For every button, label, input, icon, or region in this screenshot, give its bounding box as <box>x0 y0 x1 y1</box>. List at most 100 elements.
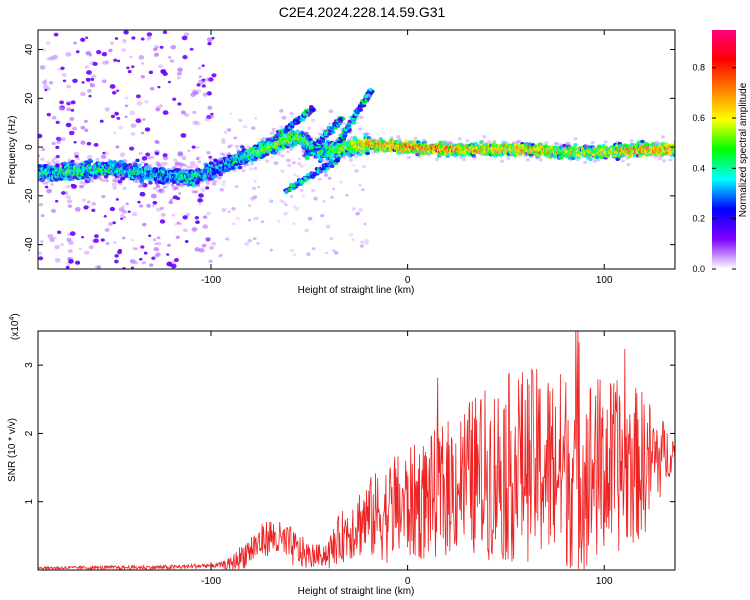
heatmap-cell <box>338 127 344 132</box>
heatmap-cell <box>189 161 196 166</box>
heatmap-cell <box>162 71 168 77</box>
heatmap-cell <box>311 247 316 251</box>
heatmap-cell <box>218 176 222 180</box>
heatmap-cell <box>148 165 153 169</box>
heatmap-cell <box>150 193 157 199</box>
heatmap-cell <box>219 253 223 257</box>
heatmap-cell <box>49 237 55 243</box>
heatmap-cell <box>80 184 85 189</box>
heatmap-cell <box>202 224 209 229</box>
heatmap-cell <box>109 84 116 89</box>
heatmap-cell <box>113 241 117 244</box>
heatmap-cell <box>254 117 258 120</box>
heatmap-cell <box>537 154 542 158</box>
heatmap-cell <box>122 39 127 43</box>
heatmap-cell <box>86 177 92 182</box>
heatmap-cell <box>71 184 78 189</box>
heatmap-cell <box>148 70 154 75</box>
heatmap-cell <box>152 200 158 205</box>
heatmap-cell <box>65 101 72 106</box>
heatmap-cell <box>238 118 243 122</box>
heatmap-cell <box>327 176 332 180</box>
heatmap-cell <box>169 59 175 63</box>
heatmap-cell <box>197 198 203 203</box>
heatmap-cell <box>81 198 86 202</box>
heatmap-cell <box>296 174 300 178</box>
heatmap-cell <box>253 166 258 170</box>
heatmap-cell <box>205 186 210 190</box>
heatmap-cell <box>398 139 403 143</box>
heatmap-cell <box>220 138 226 142</box>
heatmap-cell <box>226 127 232 132</box>
heatmap-cell <box>195 220 200 225</box>
heatmap-cell <box>131 36 136 40</box>
heatmap-cell <box>86 89 92 93</box>
heatmap-cell <box>116 176 120 180</box>
heatmap-cell <box>177 102 182 106</box>
heatmap-cell <box>124 96 129 100</box>
heatmap-cell <box>211 181 217 186</box>
heatmap-cell <box>311 188 316 193</box>
heatmap-cell <box>174 186 179 190</box>
heatmap-cell <box>86 154 93 160</box>
heatmap-cell <box>70 159 75 164</box>
heatmap-cell <box>53 32 59 37</box>
heatmap-cell <box>273 161 279 166</box>
heatmap-cell <box>131 65 135 69</box>
heatmap-cell <box>111 182 118 188</box>
heatmap-cell <box>329 237 334 241</box>
heatmap-cell <box>104 227 110 232</box>
heatmap-cell <box>72 161 77 165</box>
heatmap-cell <box>140 245 145 249</box>
heatmap-cell <box>499 159 504 163</box>
heatmap-cell <box>177 76 181 80</box>
heatmap-cell <box>339 180 343 184</box>
heatmap-cell <box>480 139 485 143</box>
heatmap-cell <box>204 117 211 122</box>
heatmap-cell <box>306 252 311 257</box>
heatmap-cell <box>118 182 123 186</box>
heatmap-cell <box>70 108 75 112</box>
heatmap-cell <box>171 185 176 189</box>
heatmap-cell <box>229 112 233 115</box>
heatmap-cell <box>84 128 89 133</box>
heatmap-cell <box>156 163 162 167</box>
heatmap-cell <box>140 74 145 79</box>
heatmap-cell <box>202 215 208 219</box>
heatmap-cell <box>39 65 46 70</box>
heatmap-cell <box>76 157 80 161</box>
heatmap-cell <box>69 116 75 121</box>
heatmap-cell <box>232 169 237 173</box>
heatmap-cell <box>221 208 227 212</box>
heatmap-cell <box>54 258 61 263</box>
heatmap-cell <box>92 61 98 66</box>
heatmap-cell <box>285 158 291 163</box>
heatmap-cell <box>140 182 145 186</box>
heatmap-cell <box>66 237 72 242</box>
heatmap-cell <box>48 56 55 61</box>
heatmap-cell <box>65 194 72 200</box>
heatmap-cell <box>86 141 92 146</box>
heatmap-cell <box>119 152 126 157</box>
heatmap-cell <box>196 157 200 160</box>
heatmap-cell <box>75 50 80 54</box>
heatmap-cell <box>144 127 151 132</box>
heatmap-cell <box>80 125 86 130</box>
heatmap-cell <box>38 251 43 256</box>
heatmap-cell <box>116 250 122 255</box>
heatmap-cell <box>79 180 84 184</box>
heatmap-cell <box>81 176 86 180</box>
heatmap-cell <box>206 91 212 96</box>
heatmap-cell <box>305 131 310 136</box>
heatmap-cell <box>294 206 300 211</box>
heatmap-cell <box>73 141 77 144</box>
heatmap-cell <box>192 110 197 114</box>
heatmap-cell <box>281 200 287 205</box>
heatmap-cell <box>270 155 275 159</box>
heatmap-cell <box>269 248 273 252</box>
heatmap-cell <box>94 264 100 269</box>
heatmap-cell <box>287 163 292 168</box>
heatmap-cell <box>46 179 51 183</box>
heatmap-cell <box>170 263 177 269</box>
heatmap-cell <box>141 62 145 65</box>
